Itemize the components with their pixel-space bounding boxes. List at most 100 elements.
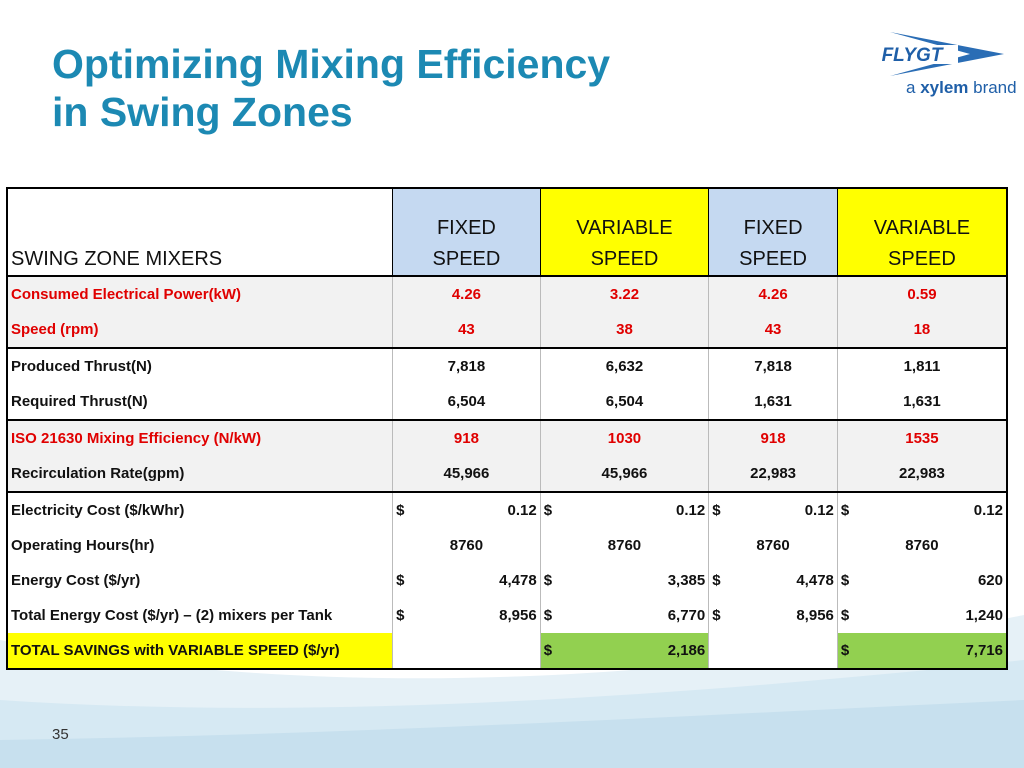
cell-value: 1,240 [965,607,1003,624]
currency-symbol: $ [712,502,721,519]
currency-symbol: $ [543,502,553,519]
table-row: Speed (rpm) 43 38 43 18 [6,312,1008,348]
table-header-row: SWING ZONE MIXERS FIXED SPEED VARIABLE SPE… [6,187,1008,277]
total-savings-empty-cell [708,633,838,670]
flygt-logo: FLYGT [866,32,1004,76]
cell-value: 8,956 [499,607,537,624]
currency-symbol: $ [396,572,405,589]
table-row: Consumed Electrical Power(kW) 4.26 3.22 … [6,276,1008,312]
currency-symbol: $ [543,607,553,624]
row-label: Energy Cost ($/yr) [6,563,393,598]
cell-currency-value: $4,478 [708,563,838,598]
cell-currency-value: $3,385 [539,563,709,598]
cell-value: 3.22 [539,276,709,312]
header-text-line2: SPEED [739,248,807,270]
logo-sub-suffix: brand [968,78,1017,97]
total-savings-empty-cell [392,633,541,670]
cell-value: 1,811 [836,347,1008,384]
cell-value: 0.12 [973,502,1003,519]
cell-value: 45,966 [539,456,709,492]
cell-currency-value: $6,770 [539,598,709,633]
header-text-line1: FIXED [743,217,803,239]
cell-value: 8,956 [796,607,834,624]
total-savings-value: $7,716 [836,633,1008,670]
cell-value: 918 [392,419,541,456]
currency-symbol: $ [543,572,553,589]
currency-symbol: $ [840,642,850,659]
cell-value: 4.26 [708,276,838,312]
header-text-line1: FIXED [436,217,496,239]
cell-value: 7,716 [965,642,1003,659]
cell-value: 45,966 [392,456,541,492]
header-swing-zone-mixers: SWING ZONE MIXERS [6,187,393,277]
cell-value: 22,983 [836,456,1008,492]
cell-value: 4.26 [392,276,541,312]
cell-value: 22,983 [708,456,838,492]
cell-value: 38 [539,312,709,348]
cell-currency-value: $0.12 [708,491,838,528]
header-fixed-speed-2: FIXED SPEED [708,187,838,277]
total-savings-value: $2,186 [539,633,709,670]
cell-value: 6,504 [539,384,709,420]
logo-sub-brand: xylem [920,78,969,97]
table-row: Total Energy Cost ($/yr) – (2) mixers pe… [6,598,1008,633]
table-row: Electricity Cost ($/kWhr) $0.12 $0.12 $0… [6,491,1008,528]
currency-symbol: $ [840,607,850,624]
currency-symbol: $ [712,572,721,589]
cell-currency-value: $1,240 [836,598,1008,633]
cell-currency-value: $4,478 [392,563,541,598]
table-row: ISO 21630 Mixing Efficiency (N/kW) 918 1… [6,419,1008,456]
cell-value: 8760 [539,528,709,563]
total-savings-label: TOTAL SAVINGS with VARIABLE SPEED ($/yr) [6,633,393,670]
row-label: ISO 21630 Mixing Efficiency (N/kW) [6,419,393,456]
title-line-1: Optimizing Mixing Efficiency [52,41,611,87]
header-variable-speed-2: VARIABLE SPEED [836,187,1008,277]
row-label: Operating Hours(hr) [6,528,393,563]
cell-value: 43 [708,312,838,348]
header-label-text: SWING ZONE MIXERS [11,248,223,270]
cell-value: 18 [836,312,1008,348]
cell-value: 6,770 [667,607,706,624]
header-fixed-speed-1: FIXED SPEED [392,187,541,277]
cell-value: 43 [392,312,541,348]
cell-value: 1030 [539,419,709,456]
cell-value: 7,818 [392,347,541,384]
logo-wordmark: FLYGT [882,45,944,66]
row-label: Required Thrust(N) [6,384,393,420]
row-label: Total Energy Cost ($/yr) – (2) mixers pe… [6,598,393,633]
page-title: Optimizing Mixing Efficiency in Swing Zo… [52,40,610,136]
cell-value: 4,478 [499,572,537,589]
table-row: Required Thrust(N) 6,504 6,504 1,631 1,6… [6,384,1008,420]
cell-value: 918 [708,419,838,456]
cell-value: 0.12 [507,502,537,519]
currency-symbol: $ [396,502,405,519]
cell-currency-value: $0.12 [539,491,709,528]
row-label: Produced Thrust(N) [6,347,393,384]
cell-value: 0.12 [676,502,706,519]
row-label: Electricity Cost ($/kWhr) [6,491,393,528]
row-label: Recirculation Rate(gpm) [6,456,393,492]
table-row: Energy Cost ($/yr) $4,478 $3,385 $4,478 … [6,563,1008,598]
header-text-line2: SPEED [432,248,501,270]
table-row: Recirculation Rate(gpm) 45,966 45,966 22… [6,456,1008,492]
logo-subtitle: a xylem brand [906,78,1017,98]
header-text-line2: SPEED [888,248,956,270]
cell-value: 8760 [392,528,541,563]
row-label: Consumed Electrical Power(kW) [6,276,393,312]
cell-currency-value: $8,956 [708,598,838,633]
cell-value: 1535 [836,419,1008,456]
header-text-line2: SPEED [590,248,659,270]
cell-currency-value: $8,956 [392,598,541,633]
cell-value: 2,186 [667,642,706,659]
table-row: Produced Thrust(N) 7,818 6,632 7,818 1,8… [6,347,1008,384]
cell-currency-value: $0.12 [836,491,1008,528]
currency-symbol: $ [840,572,850,589]
currency-symbol: $ [840,502,850,519]
row-label: Speed (rpm) [6,312,393,348]
slide-number: 35 [52,726,69,743]
header-variable-speed-1: VARIABLE SPEED [539,187,709,277]
currency-symbol: $ [712,607,721,624]
header-text-line1: VARIABLE [576,217,673,239]
currency-symbol: $ [396,607,405,624]
